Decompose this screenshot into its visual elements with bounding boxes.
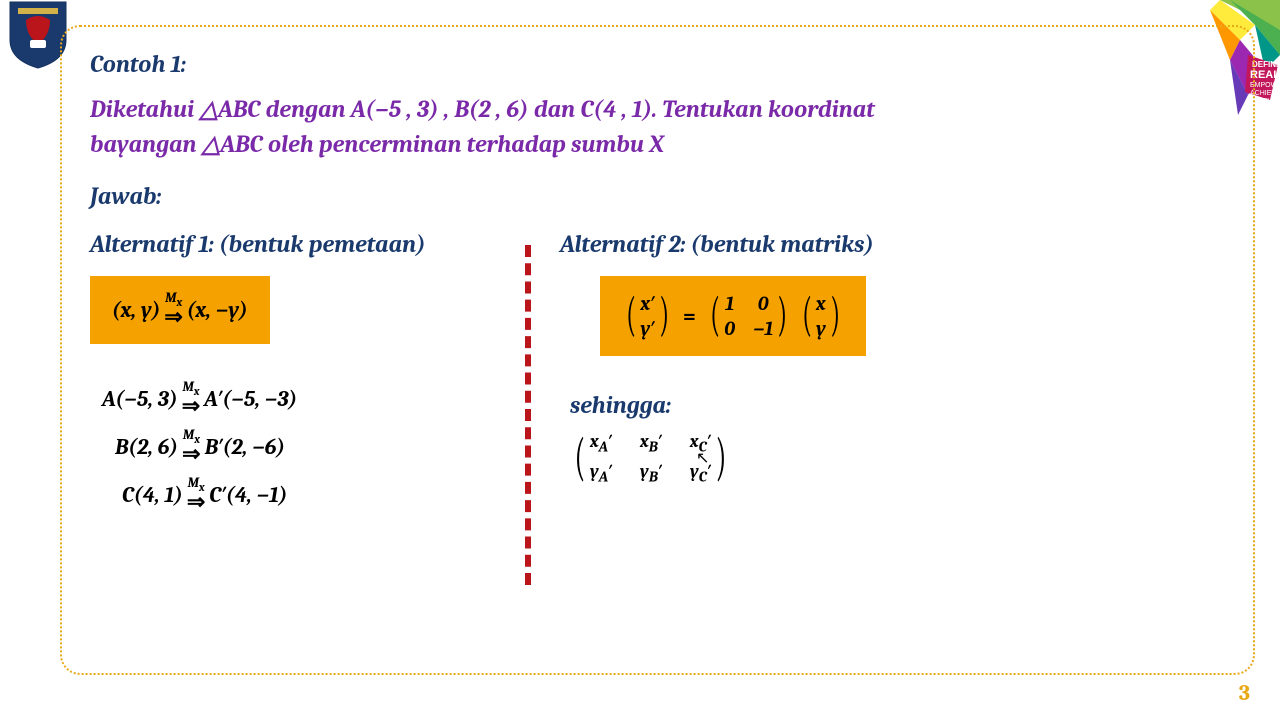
alt1-title: Alternatif 1: (bentuk pemetaan) — [90, 230, 520, 258]
alternative-2: Alternatif 2: (bentuk matriks) ( x′ y′ )… — [520, 230, 1225, 525]
slide-content: Contoh 1: Diketahui △ABC dengan A(−5 , 3… — [90, 50, 1225, 525]
problem-statement: Diketahui △ABC dengan A(−5 , 3) , B(2 , … — [90, 92, 1225, 162]
result-matrix: ( xA′xB′xC′ yA′yB′yC′ ) — [570, 431, 1225, 486]
matrix-rule-box: ( x′ y′ ) = ( 10 0−1 ) — [600, 276, 866, 356]
page-number: 3 — [1239, 680, 1250, 706]
svg-text:DEFINITE: DEFINITE — [1252, 60, 1280, 69]
column-divider — [525, 245, 531, 585]
shield-logo — [8, 0, 68, 70]
map-b: B(2, 6) Mx ⇒ B′(2, −6) — [115, 429, 520, 465]
cursor-icon: ↖ — [696, 448, 709, 467]
alternative-1: Alternatif 1: (bentuk pemetaan) (x, y) M… — [90, 230, 520, 525]
answer-heading: Jawab: — [90, 182, 1225, 210]
alt2-title: Alternatif 2: (bentuk matriks) — [560, 230, 1225, 258]
map-a: A(−5, 3) Mx ⇒ A′(−5, −3) — [102, 381, 520, 417]
example-heading: Contoh 1: — [90, 50, 1225, 78]
sehingga-label: sehingga: — [570, 391, 1225, 419]
map-c: C(4, 1) Mx ⇒ C′(4, −1) — [122, 477, 520, 513]
mapping-rule-box: (x, y) Mx ⇒ (x, −y) — [90, 276, 270, 344]
